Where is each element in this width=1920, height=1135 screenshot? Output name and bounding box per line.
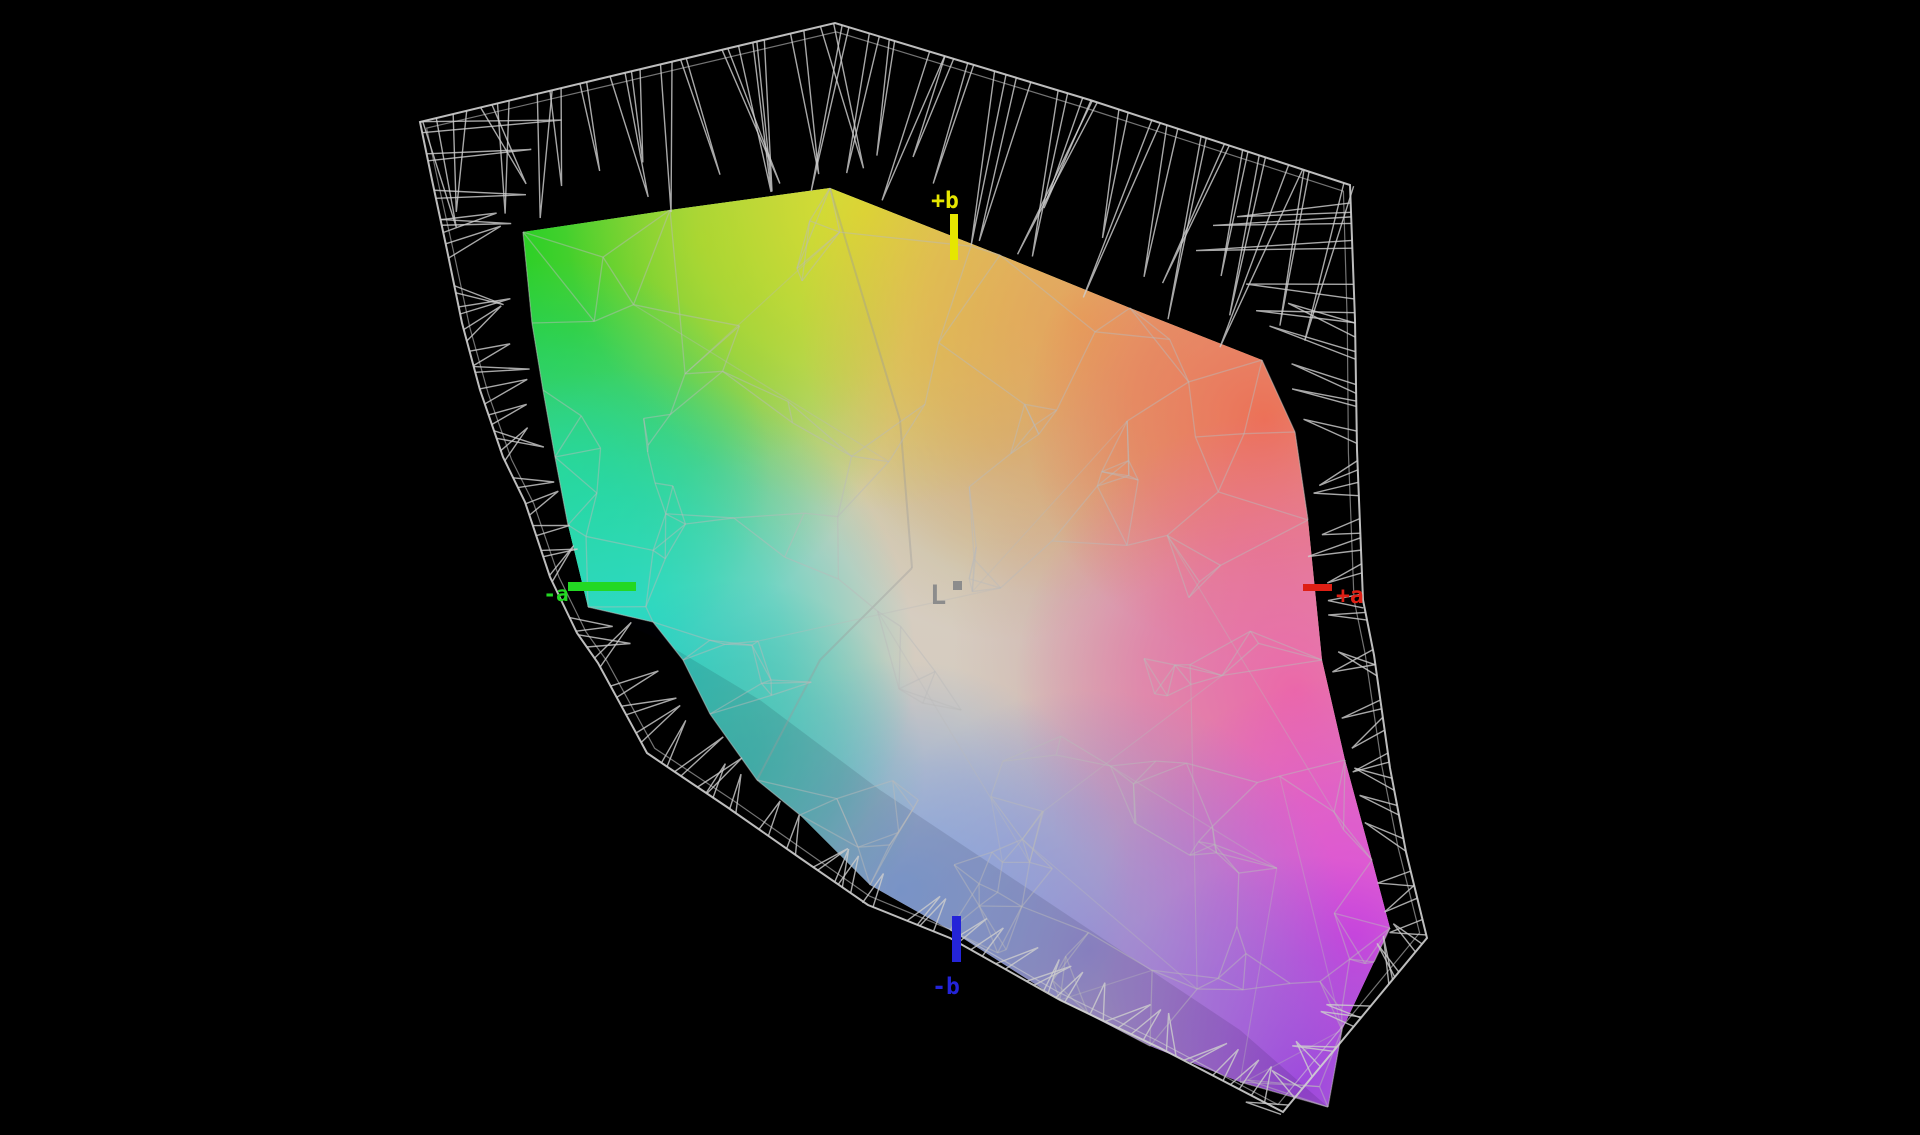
plus-a-axis-tick	[1303, 584, 1332, 591]
lightness-asterisk-box-icon	[953, 581, 962, 590]
plus-b-axis-tick	[950, 214, 958, 260]
minus-b-axis-tick	[952, 916, 961, 962]
axis-markers: +b -b +a -a L	[543, 188, 1363, 1000]
plus-a-axis-label: +a	[1336, 583, 1364, 609]
minus-a-axis-tick	[568, 582, 636, 591]
minus-b-axis-label: -b	[932, 974, 960, 1000]
lightness-axis-label: L	[930, 580, 946, 611]
minus-a-axis-label: -a	[543, 582, 568, 606]
plus-b-axis-label: +b	[931, 188, 959, 214]
reference-gamut-wireframe	[418, 21, 1429, 1116]
